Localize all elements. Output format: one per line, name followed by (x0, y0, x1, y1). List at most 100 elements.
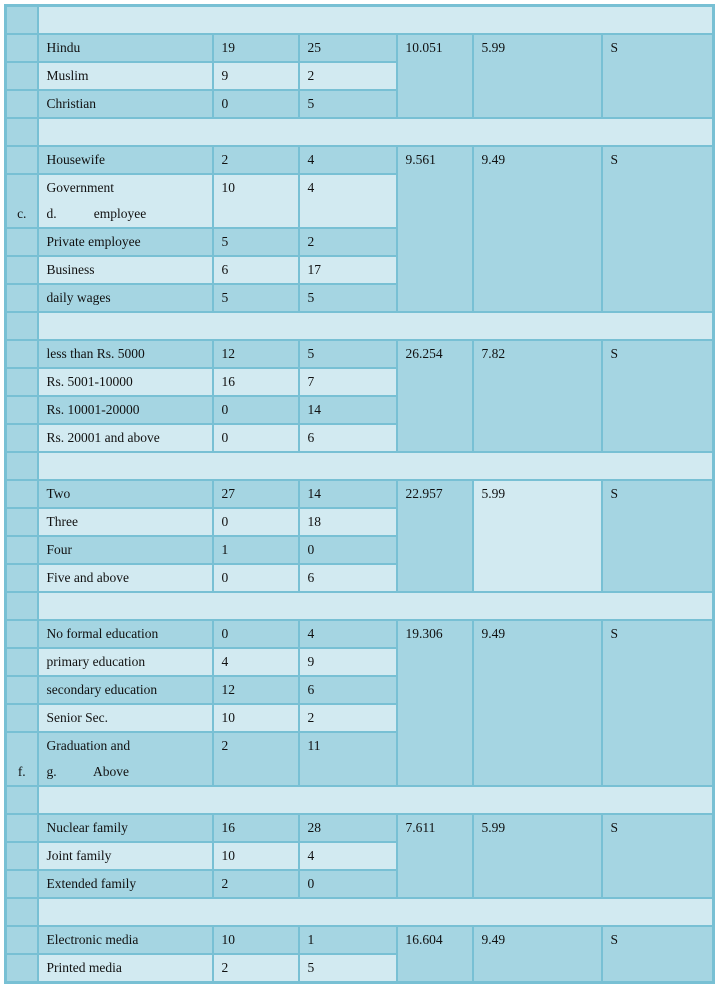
row-marker-cell (4, 395, 39, 425)
category-cell: Four (36, 535, 214, 565)
count-cell-b: 2 (297, 703, 398, 733)
category-cell: Five and above (36, 563, 214, 593)
row-marker-cell (4, 703, 39, 733)
category-cell: Graduation and g. Above (36, 731, 214, 787)
count-cell-a: 0 (211, 423, 300, 453)
table-value-cell: 5.99 (471, 33, 603, 119)
count-cell-b: 6 (297, 563, 398, 593)
table-value-cell: 9.49 (471, 145, 603, 313)
count-cell-a: 9 (211, 61, 300, 91)
count-cell-b: 17 (297, 255, 398, 285)
count-cell-b: 5 (297, 283, 398, 313)
count-cell-a: 12 (211, 339, 300, 369)
table-row: Rs. 5001-10000 16 7 (4, 367, 714, 397)
count-cell-b: 1 (297, 925, 398, 955)
category-cell: Private employee (36, 227, 214, 257)
count-cell-a: 16 (211, 813, 300, 843)
row-marker-cell (4, 33, 39, 63)
count-cell-a: 27 (211, 479, 300, 509)
category-cell: No formal education (36, 619, 214, 649)
row-marker-cell (4, 647, 39, 677)
table-row: c. Government d. employee 10 4 (4, 173, 714, 229)
group-header-cell (36, 451, 715, 481)
count-cell-b: 5 (297, 953, 398, 984)
group-header-row (4, 4, 715, 35)
row-marker-cell (4, 283, 39, 313)
count-cell-b: 0 (297, 535, 398, 565)
category-cell: Rs. 5001-10000 (36, 367, 214, 397)
chi-square-cell: 26.254 (395, 339, 474, 453)
table-row: Christian 0 5 (4, 89, 714, 119)
table-value-cell: 9.49 (471, 619, 603, 787)
count-cell-b: 2 (297, 227, 398, 257)
table-row: Extended family 2 0 (4, 869, 714, 899)
row-marker-cell (4, 339, 39, 369)
row-marker-cell (4, 117, 39, 147)
count-cell-b: 5 (297, 89, 398, 119)
row-marker-cell (4, 813, 39, 843)
table-row: Business 6 17 (4, 255, 714, 285)
category-cell: Muslim (36, 61, 214, 91)
chi-square-cell: 19.306 (395, 619, 474, 787)
count-cell-b: 4 (297, 619, 398, 649)
chi-square-cell: 10.051 (395, 33, 474, 119)
count-cell-b: 14 (297, 395, 398, 425)
category-cell: Joint family (36, 841, 214, 871)
count-cell-a: 2 (211, 731, 300, 787)
row-marker-cell (4, 61, 39, 91)
count-cell-a: 4 (211, 647, 300, 677)
count-cell-b: 28 (297, 813, 398, 843)
count-cell-a: 10 (211, 173, 300, 229)
row-marker-cell: c. (4, 173, 39, 229)
count-cell-b: 4 (297, 173, 398, 229)
table-row: less than Rs. 5000 12 5 26.254 7.82 S (4, 339, 715, 453)
category-cell: Printed media (36, 953, 214, 984)
row-marker-cell (4, 619, 39, 649)
row-marker-cell (4, 227, 39, 257)
chi-square-cell: 22.957 (395, 479, 474, 593)
row-marker-cell (4, 953, 39, 984)
row-marker-cell (4, 841, 39, 871)
group-header-row (4, 591, 715, 621)
category-cell: Housewife (36, 145, 214, 175)
group-header-cell (36, 897, 715, 927)
category-cell: primary education (36, 647, 214, 677)
count-cell-b: 6 (297, 423, 398, 453)
count-cell-a: 16 (211, 367, 300, 397)
count-cell-b: 6 (297, 675, 398, 705)
count-cell-b: 0 (297, 869, 398, 899)
count-cell-a: 2 (211, 869, 300, 899)
result-cell: S (600, 339, 715, 453)
chi-square-cell: 16.604 (395, 925, 474, 984)
table-row: Rs. 10001-20000 0 14 (4, 395, 714, 425)
result-cell: S (600, 33, 715, 119)
count-cell-a: 5 (211, 283, 300, 313)
count-cell-a: 0 (211, 563, 300, 593)
table-row: Housewife 2 4 9.561 9.49 S (4, 145, 715, 313)
count-cell-b: 14 (297, 479, 398, 509)
row-marker-cell (4, 925, 39, 955)
count-cell-b: 7 (297, 367, 398, 397)
row-marker-cell (4, 89, 39, 119)
result-cell: S (600, 813, 715, 899)
table-row: daily wages 5 5 (4, 283, 714, 313)
count-cell-b: 11 (297, 731, 398, 787)
row-marker-cell (4, 423, 39, 453)
category-cell: Rs. 20001 and above (36, 423, 214, 453)
table-row: Printed media 2 5 (4, 953, 714, 984)
group-header-cell (36, 785, 715, 815)
category-cell: Government d. employee (36, 173, 214, 229)
table-row: Rs. 20001 and above 0 6 (4, 423, 714, 453)
category-cell: Three (36, 507, 214, 537)
table-row: Three 0 18 (4, 507, 714, 537)
table-row: Electronic media 10 1 16.604 9.49 S (4, 925, 715, 984)
count-cell-b: 9 (297, 647, 398, 677)
row-marker-cell (4, 591, 39, 621)
table-row: Senior Sec. 10 2 (4, 703, 714, 733)
count-cell-a: 2 (211, 145, 300, 175)
count-cell-b: 18 (297, 507, 398, 537)
table-row: Nuclear family 16 28 7.611 5.99 S (4, 813, 715, 899)
group-header-cell (36, 4, 715, 35)
category-cell: Extended family (36, 869, 214, 899)
category-cell: Christian (36, 89, 214, 119)
